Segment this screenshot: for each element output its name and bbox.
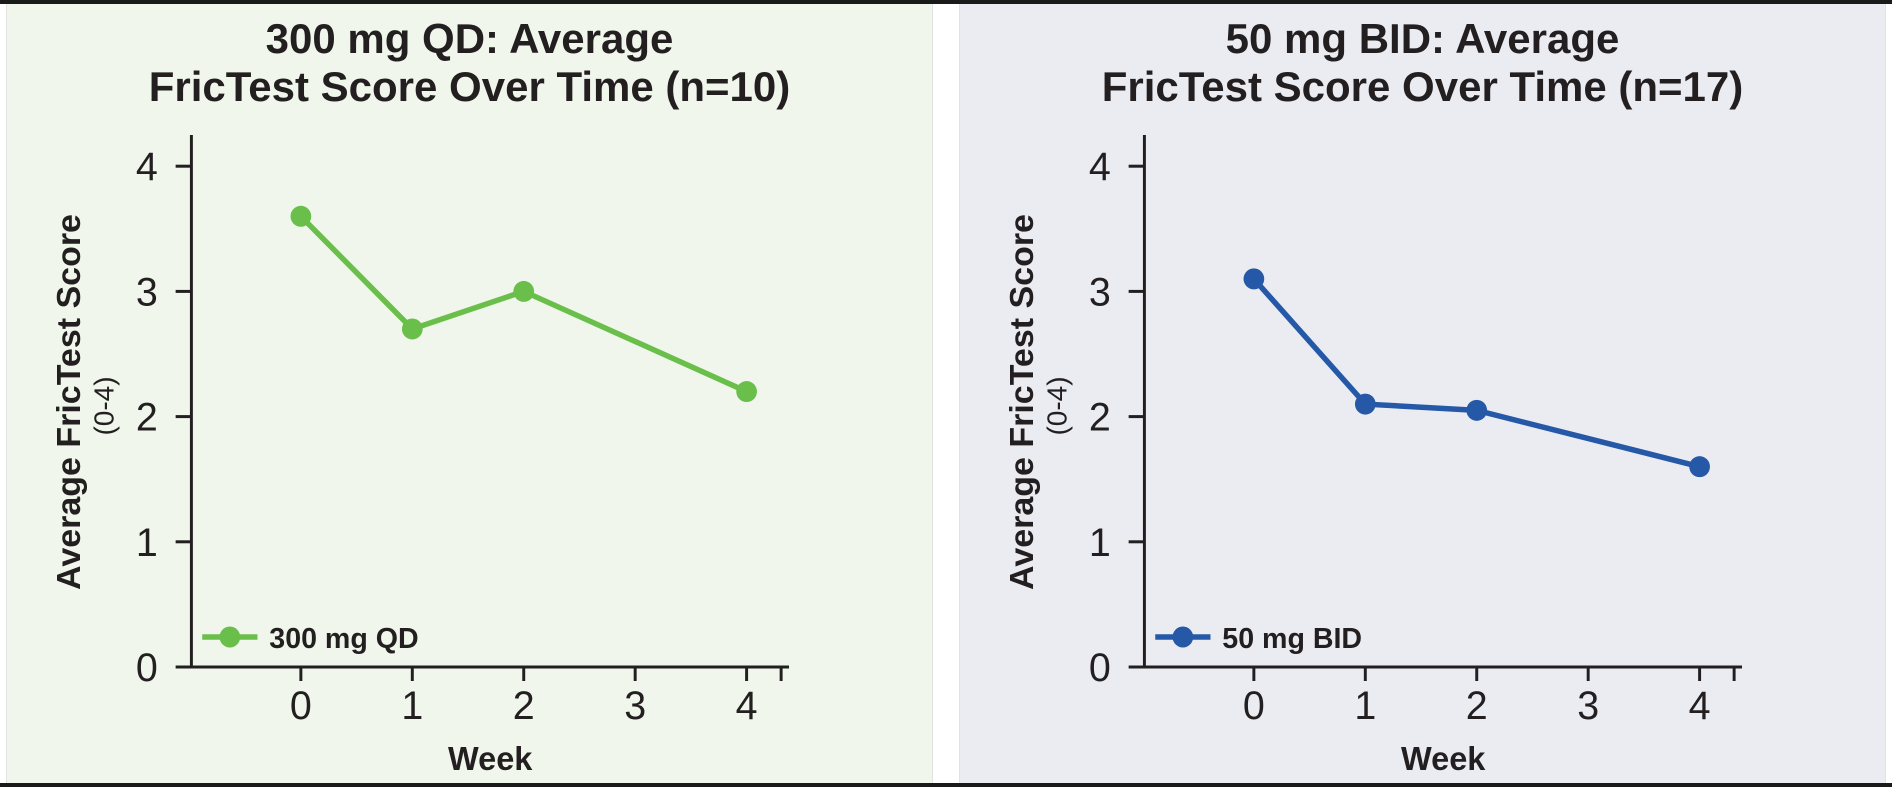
right-chart-title-line2: FricTest Score Over Time (n=17) (1101, 63, 1744, 110)
y-tick-label: 4 (1089, 145, 1111, 189)
right-chart-canvas: 0 1 2 3 4 0 1 2 3 4 50 mg BID Week Average FricTest … (1003, 135, 1743, 777)
right-chart-title-line1: 50 mg BID: Average (1225, 15, 1620, 62)
left-chart-title: 300 mg QD: Average FricTest Score Over T… (7, 18, 932, 114)
x-tick-label: 0 (1243, 684, 1265, 728)
left-chart-title-line1: 300 mg QD: Average (265, 15, 674, 62)
x-tick-label: 4 (736, 684, 758, 728)
y-tick-label: 0 (1089, 646, 1111, 690)
data-point (290, 205, 312, 227)
y-tick-label: 3 (1089, 270, 1111, 314)
y-tick-label: 1 (1089, 521, 1111, 565)
y-axis-subtitle: (0-4) (1042, 376, 1073, 435)
legend-marker-dot (1172, 626, 1194, 648)
legend-marker-dot (219, 626, 241, 648)
left-chart-canvas: 0 1 2 3 4 0 1 2 3 4 300 mg QD Week Average FricTest … (50, 135, 790, 777)
x-tick-label: 2 (513, 684, 535, 728)
data-point (513, 280, 535, 302)
right-chart-title: 50 mg BID: Average FricTest Score Over T… (960, 18, 1885, 114)
y-tick-label: 0 (136, 646, 158, 690)
x-tick-label: 1 (1354, 684, 1376, 728)
y-axis-subtitle: (0-4) (89, 376, 120, 435)
left-chart-title-line2: FricTest Score Over Time (n=10) (148, 63, 791, 110)
x-tick-label: 1 (401, 684, 423, 728)
data-point (1354, 393, 1376, 415)
y-axis-title: Average FricTest Score (50, 214, 88, 590)
x-tick-label: 3 (1577, 684, 1599, 728)
data-point (1689, 456, 1710, 478)
data-point (1466, 399, 1488, 421)
y-tick-label: 2 (136, 395, 158, 439)
x-tick-label: 2 (1466, 684, 1488, 728)
series-line (298, 213, 750, 395)
data-point (736, 381, 757, 403)
x-axis-title: Week (1401, 740, 1486, 777)
legend-label: 50 mg BID (1222, 623, 1362, 655)
y-tick-label: 4 (136, 145, 158, 189)
right-chart-panel: 50 mg BID: Average FricTest Score Over T… (959, 4, 1886, 783)
y-tick-label: 2 (1089, 395, 1111, 439)
data-point (1243, 268, 1265, 290)
y-tick-label: 3 (136, 270, 158, 314)
y-axis-title: Average FricTest Score (1003, 214, 1041, 590)
legend-label: 300 mg QD (269, 623, 418, 655)
left-chart-panel: 300 mg QD: Average FricTest Score Over T… (6, 4, 933, 783)
data-point (401, 318, 423, 340)
y-tick-label: 1 (136, 521, 158, 565)
x-tick-label: 3 (624, 684, 646, 728)
x-tick-label: 4 (1689, 684, 1711, 728)
x-tick-label: 0 (290, 684, 312, 728)
series-line (1251, 276, 1703, 470)
x-axis-title: Week (448, 740, 533, 777)
